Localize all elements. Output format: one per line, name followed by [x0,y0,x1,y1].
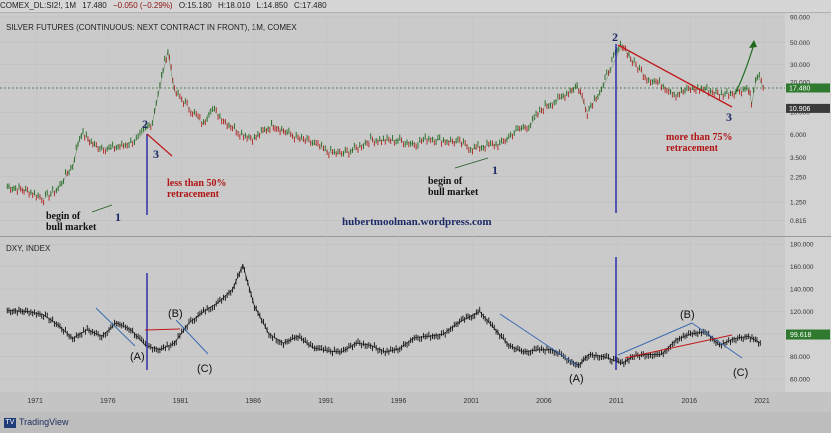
begin-bull-2001-line1: begin of [428,176,463,187]
dxy-y-tick: 180.000 [790,242,814,249]
wave-label-3-2020: 3 [726,110,732,124]
silver-current-badges: 17.480 10.906 [786,83,830,113]
silver-trace [7,43,764,200]
begin-bull-1971-line2: bull market [46,222,97,233]
silver-y-tick: 90.000 [790,15,810,22]
silver-y-tick: 2.250 [790,174,807,181]
less-retracement-line1: less than 50% [167,178,226,189]
silver-y-tick: 10.000 [790,110,810,117]
silver-y-tick: 3.500 [790,155,807,162]
low-value: L:14.850 [256,1,288,10]
silver-y-tick: 20.000 [790,80,810,87]
tradingview-logo-text: TradingView [19,417,69,427]
high-value: H:18.010 [217,1,251,10]
dxy-series [6,263,761,369]
silver-y-tick: 30.000 [790,62,810,69]
silver-series [6,40,764,206]
x-tick-label: 1986 [245,398,261,405]
x-tick-label: 1981 [173,398,189,405]
retracement-line-2011 [617,44,733,108]
silver-second-badge [786,103,830,113]
dxy-wave-a-1974: (A) [130,351,145,363]
dxy-wave-b-2016: (B) [680,309,695,321]
dxy-wave-b-1976: (B) [168,308,183,320]
dxy-y-tick: 140.000 [790,287,814,294]
x-tick-label: 2011 [609,398,624,405]
less-retracement-line2: retracement [167,189,220,200]
dxy-wave-a-line-2008 [499,313,579,367]
silver-second-badge-text: 10.906 [789,106,811,113]
dxy-wave-b-line-2016 [617,322,693,356]
silver-y-tick: 1.250 [790,200,807,207]
x-tick-label: 1971 [27,398,43,405]
dxy-y-tick: 120.000 [790,309,814,316]
dxy-title: DXY, INDEX [6,244,51,253]
dxy-price-axis [785,237,831,392]
begin-bull-2001-line2: bull market [428,187,479,198]
dxy-pane-bg [0,237,785,392]
more-retracement-line1: more than 75% [666,132,732,143]
last-price: 17.480 [82,1,107,10]
retracement-line-1974 [146,133,173,157]
more-retracement-line2: retracement [666,143,719,154]
pointer-arrow-1971 [91,204,113,213]
wave-label-1-1971: 1 [115,210,121,224]
dxy-price-badge [786,329,830,340]
footer: TV TradingView [0,412,831,433]
dxy-grid: 180.000160.000140.000120.000100.00080.00… [0,242,814,384]
watermark-url: hubertmoolman.wordpress.com [342,216,492,228]
silver-title: SILVER FUTURES (CONTINUOUS: NEXT CONTRAC… [6,23,297,32]
price-change: −0.050 (−0.29%) [112,1,173,10]
dxy-red-support-2015 [624,334,733,359]
x-tick-label: 2006 [536,398,552,405]
x-tick-label: 2016 [682,398,698,405]
wave-label-3-1976: 3 [153,147,159,161]
x-tick-label: 1976 [100,398,116,405]
dxy-price-badge-text: 99.618 [790,332,812,339]
x-axis-ticks: 1971 1976 1981 1986 1991 1996 2001 2006 2011 2016… [27,17,770,405]
silver-price-badge [786,83,830,93]
pointer-arrow-2001 [454,157,489,169]
arrow-head-icon [749,40,757,48]
dxy-wave-a-line-1974 [95,307,136,347]
silver-pane-bg [0,13,785,236]
close-value: C:17.480 [294,1,327,10]
dxy-y-tick: 80.000 [790,354,810,361]
silver-grid: 90.000 50.000 30.000 20.000 10.000 6.000 3.500… [0,15,810,225]
dxy-red-support-1975 [144,328,181,331]
silver-price-axis [785,13,831,236]
dxy-y-tick: 60.000 [790,377,810,384]
wave-label-2-1974: 2 [142,117,148,131]
tradingview-logo[interactable]: TV TradingView [4,417,69,428]
open-value: O:15.180 [178,1,212,10]
silver-y-tick: 0.815 [790,218,807,225]
dxy-wave-c-projection [691,322,743,359]
silver-y-tick: 50.000 [790,40,810,47]
projection-arrow [734,43,755,95]
dxy-wave-c-line-1978 [175,319,209,355]
dxy-wave-c-2021: (C) [733,367,748,379]
wave-label-1-2001: 1 [492,163,498,177]
silver-y-tick: 6.000 [790,132,807,139]
dxy-wave-c-1978: (C) [197,363,212,375]
begin-bull-1971-line1: begin of [46,211,81,222]
wave-label-2-2011: 2 [612,30,618,44]
dxy-wave-a-2008: (A) [569,373,584,385]
x-tick-label: 2021 [754,398,770,405]
silver-price-badge-text: 17.480 [789,85,811,92]
x-tick-label: 1996 [391,398,407,405]
symbol-header: COMEX_DL:SI2!, 1M 17.480 −0.050 (−0.29%)… [0,0,831,13]
x-tick-label: 2001 [463,398,479,405]
tradingview-logo-icon: TV [4,417,16,428]
time-axis [0,392,831,412]
x-tick-label: 1991 [318,398,334,405]
symbol-name[interactable]: COMEX_DL:SI2!, 1M [0,1,77,10]
dxy-y-tick: 160.000 [790,264,814,271]
